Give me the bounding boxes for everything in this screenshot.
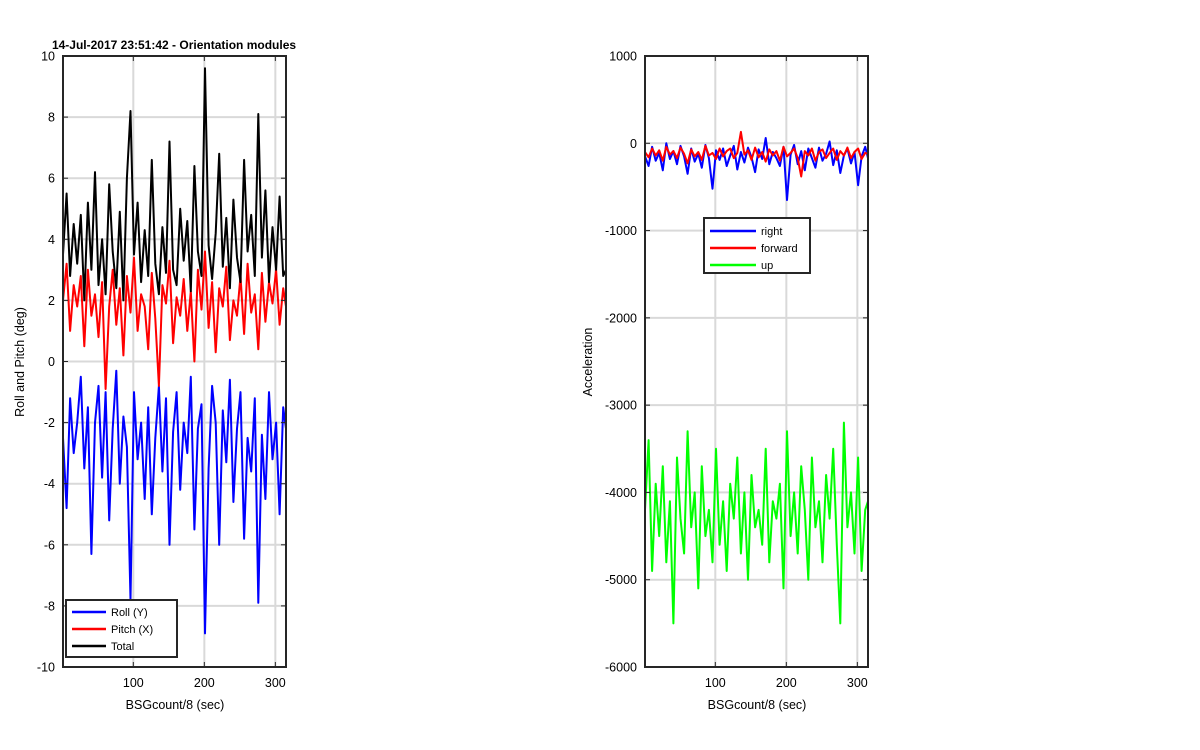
left-axes: 100 200 300 -10 -8 -6 -4 -2 0 2 4 6 8 10 14-Jul-2017 … [13,38,296,712]
right-ticks: 100 200 300 -6000 -5000 -4000 -3000 -2000 -1000 0… [605,50,868,690]
left-y-tick-label: -10 [37,661,55,675]
left-y-tick-label: -2 [44,416,55,430]
left-y-tick-label: 0 [48,355,55,369]
left-y-axis-label: Roll and Pitch (deg) [13,307,27,417]
right-x-tick-label: 100 [705,676,726,690]
right-y-tick-label: -4000 [605,486,637,500]
left-y-tick-label: -8 [44,599,55,613]
left-y-tick-label: 8 [48,111,55,125]
left-series-line-Pitch (X) [62,250,287,390]
right-axes-box [644,55,869,668]
left-y-tick-label: -6 [44,538,55,552]
left-y-tick-label: 6 [48,172,55,186]
right-y-tick-label: 1000 [609,50,637,64]
left-chart-title: 14-Jul-2017 23:51:42 - Orientation modul… [52,38,296,52]
legend-label-total: Total [111,641,134,653]
left-series-group [62,67,287,635]
left-x-axis-label: BSGcount/8 (sec) [126,698,225,712]
right-y-tick-label: -1000 [605,224,637,238]
left-y-tick-label: 10 [41,50,55,64]
right-x-axis-label: BSGcount/8 (sec) [708,698,807,712]
left-x-tick-label: 100 [123,676,144,690]
right-x-tick-label: 300 [847,676,868,690]
right-legend: right forward up [703,217,811,274]
right-series-line-forward [644,130,869,178]
left-y-tick-label: -4 [44,477,55,491]
legend-label-roll: Roll (Y) [111,607,148,619]
legend-label-up: up [761,260,773,272]
right-y-tick-label: 0 [630,137,637,151]
right-y-tick-label: -2000 [605,311,637,325]
left-x-tick-label: 300 [265,676,286,690]
right-series-line-up [644,421,869,625]
legend-label-forward: forward [761,243,798,255]
legend-label-right: right [761,226,782,238]
left-series-line-Roll (Y) [62,369,287,635]
right-y-tick-label: -5000 [605,573,637,587]
left-y-tick-label: 2 [48,294,55,308]
left-legend: Roll (Y) Pitch (X) Total [65,599,178,658]
left-y-tick-label: 4 [48,233,55,247]
left-x-tick-label: 200 [194,676,215,690]
right-y-axis-label: Acceleration [581,328,595,397]
right-y-tick-label: -3000 [605,399,637,413]
right-plot-area [645,56,868,667]
right-series-group [644,130,869,625]
legend-label-pitch: Pitch (X) [111,624,153,636]
right-y-tick-label: -6000 [605,661,637,675]
right-x-tick-label: 200 [776,676,797,690]
left-series-line-Total [62,67,287,302]
left-ticks: 100 200 300 -10 -8 -6 -4 -2 0 2 4 6 8 10 [37,50,286,690]
right-axes: 100 200 300 -6000 -5000 -4000 -3000 -2000 -1000 0… [581,50,869,712]
